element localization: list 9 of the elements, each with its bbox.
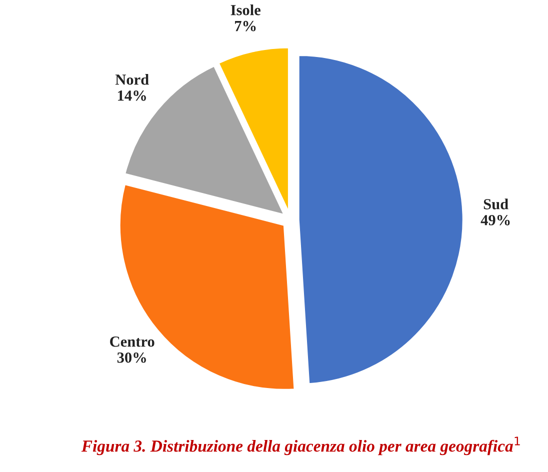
slice-label: Isole	[230, 4, 260, 16]
data-label: 14%	[118, 90, 146, 101]
slice-label: Centro	[110, 336, 154, 347]
data-label: 49%	[480, 215, 510, 226]
text: Figura 3. Distribuzione della giacenza olio per area geografica$^{1}$	[81, 436, 520, 456]
data-label: 7%	[235, 20, 256, 32]
data-label: 30%	[117, 352, 146, 363]
slice-label: Sud	[484, 198, 508, 210]
slice-label: Nord	[115, 74, 149, 85]
